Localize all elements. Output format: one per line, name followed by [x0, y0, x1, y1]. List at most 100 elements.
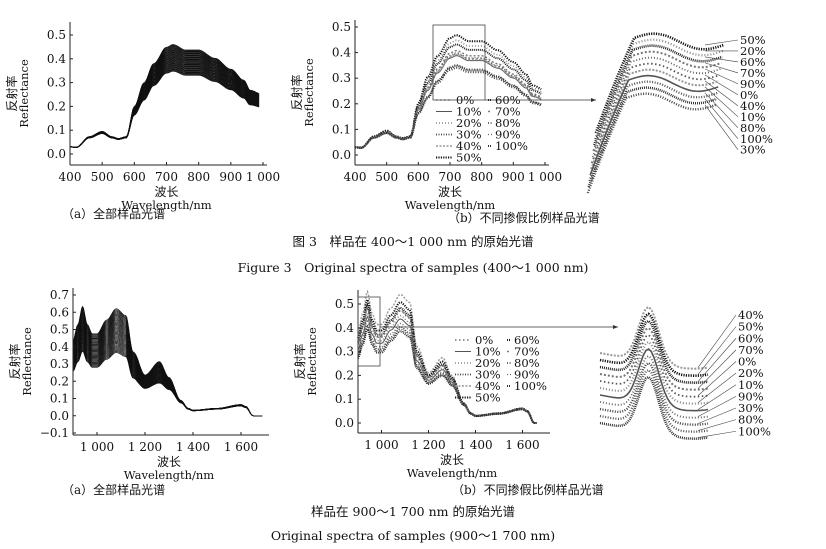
legend-label: 40%: [475, 379, 501, 393]
x-tick-label: 600: [407, 170, 430, 184]
y-tick-label: 0.2: [50, 374, 69, 388]
inset-leader-line: [704, 80, 739, 107]
x-tick-label: 1 400: [458, 438, 492, 452]
series-line-80pct: [357, 325, 537, 424]
legend-label: 20%: [475, 356, 501, 370]
y-tick-label: 0.0: [332, 148, 351, 162]
y-tick-label: 0.3: [335, 345, 354, 359]
x-tick-label: 800: [187, 170, 210, 184]
chart-vnir_all: 400 500 600 700 800 900 1 000 0.0 0.1 0.2 0.3 0.4 0.…: [4, 22, 280, 212]
legend-label: 0%: [475, 333, 493, 347]
arrow-head-icon: [591, 98, 596, 102]
inset-line-0pct: [590, 62, 721, 164]
inset-line-50pct: [599, 312, 709, 378]
inset-label: 0%: [738, 355, 756, 369]
series-line-20pct: [355, 39, 542, 149]
zoom-inset: 50%20%60%70%90%0%40%10%80%100%30%: [586, 32, 773, 194]
legend-label: 10%: [475, 345, 501, 359]
y-tick-label: 0.3: [47, 76, 66, 90]
inset-label: 10%: [740, 110, 766, 124]
y-axis-title-en: Reflectance: [305, 327, 319, 396]
caption-3b: （b）不同掺假比例样品光谱: [448, 210, 600, 225]
inset-leader-line: [697, 338, 737, 382]
y-tick-label: 0.0: [50, 409, 69, 423]
inset-leader-line: [704, 74, 739, 96]
x-tick-label: 1 200: [411, 438, 445, 452]
legend-label: 50%: [475, 391, 501, 405]
inset-label: 40%: [740, 99, 766, 113]
inset-label: 10%: [738, 378, 764, 392]
inset-line-70pct: [592, 50, 722, 152]
chart-nir_ratio: 1 000 1 200 1 400 1 600 0.0 0.1 0.2 0.3 0.4 0.5 波长…: [292, 289, 771, 480]
y-tick-label: 0.6: [50, 305, 69, 319]
inset-leader-line: [697, 372, 737, 403]
y-tick-label: 0.2: [47, 99, 66, 113]
legend-label: 90%: [495, 128, 521, 142]
inset-line-40pct: [599, 305, 709, 370]
zoom-region-box: [357, 296, 381, 367]
y-tick-label: 0.4: [47, 52, 66, 66]
inset-line-10pct: [599, 348, 709, 412]
x-axis-title-cn: 波长: [438, 185, 462, 199]
x-axis-title-cn: 波长: [154, 185, 178, 199]
inset-leader-line: [697, 326, 737, 375]
inset-leader-line: [704, 68, 739, 85]
inset-label: 70%: [740, 66, 766, 80]
x-axis-title-cn: 波长: [157, 455, 181, 469]
x-axis-title-en: Wavelength/nm: [407, 466, 498, 480]
y-axis-title-cn: 反射率: [289, 74, 304, 110]
legend-label: 30%: [475, 368, 501, 382]
y-tick-label: 0.2: [335, 368, 354, 382]
series-line-70pct: [357, 305, 537, 424]
inset-leader-line: [697, 396, 737, 417]
legend-label: 40%: [456, 139, 482, 153]
legend-label: 60%: [514, 333, 540, 347]
y-tick-label: 0.4: [335, 321, 354, 335]
x-axis-title-en: Wavelength/nm: [124, 468, 215, 482]
inset-label: 20%: [740, 44, 766, 58]
inset-label: 90%: [740, 77, 766, 91]
y-tick-label: 0.7: [50, 288, 69, 302]
x-tick-label: 500: [375, 170, 398, 184]
y-tick-label: 0.4: [50, 340, 69, 354]
inset-line-70pct: [599, 326, 709, 391]
y-axis-title-en: Reflectance: [20, 327, 34, 396]
y-tick-label: 0.1: [335, 392, 354, 406]
caption-4a: （a）全部样品光谱: [62, 482, 165, 497]
y-tick-label: 0.1: [47, 123, 66, 137]
inset-line-60pct: [592, 44, 723, 146]
x-tick-label: 500: [91, 170, 114, 184]
arrow-head-icon: [613, 325, 618, 329]
chart-nir_all: 1 000 1 200 1 400 1 600 −0.1 0.0 0.1 0.2 0.3 0.4 0…: [7, 288, 269, 482]
x-tick-label: 600: [123, 170, 146, 184]
x-tick-label: 400: [59, 170, 82, 184]
chart-vnir_ratio: 400 500 600 700 800 900 1 000 0.0 0.1 0.2 0.3 0.4 0.…: [289, 20, 773, 212]
inset-label: 80%: [738, 413, 764, 427]
inset-line-10pct: [589, 74, 719, 176]
x-axis-title-cn: 波长: [440, 453, 464, 467]
legend-label: 80%: [514, 356, 540, 370]
series-line-90pct: [354, 51, 542, 149]
inset-label: 90%: [738, 389, 764, 403]
x-tick-label: 1 600: [505, 438, 539, 452]
series-line-90pct: [357, 319, 537, 424]
inset-label: 80%: [740, 121, 766, 135]
y-tick-label: 0.5: [47, 28, 66, 42]
inset-label: 50%: [738, 320, 764, 334]
series-line-40pct: [357, 289, 537, 424]
y-tick-label: 0.4: [332, 46, 351, 60]
y-tick-label: 0.1: [50, 392, 69, 406]
x-tick-label: 1 000: [364, 438, 398, 452]
inset-leader-line: [704, 39, 739, 46]
inset-leader-line: [697, 314, 737, 368]
inset-line-20pct: [593, 38, 724, 140]
inset-leader-line: [704, 98, 739, 139]
inset-line-100pct: [599, 375, 709, 440]
inset-line-60pct: [599, 319, 709, 385]
x-axis-title-en: Wavelength/nm: [121, 198, 212, 212]
y-tick-label: 0.5: [332, 20, 351, 34]
inset-label: 100%: [738, 424, 771, 438]
inset-label: 30%: [740, 143, 766, 157]
inset-line-30pct: [599, 361, 709, 426]
